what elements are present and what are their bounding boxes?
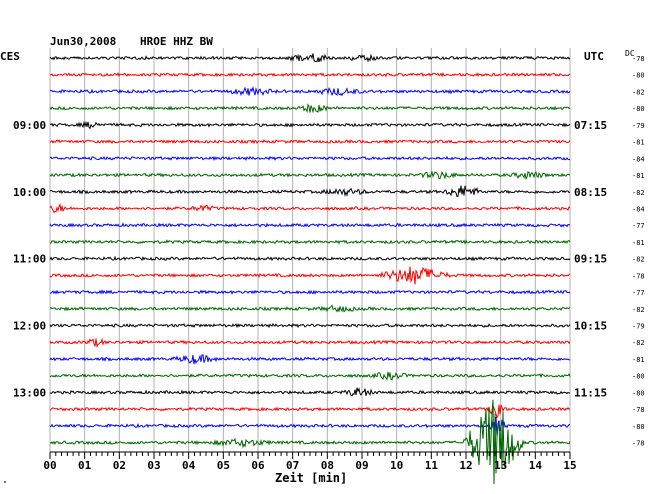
dc-offset-label: -81 bbox=[632, 356, 645, 364]
seismic-trace bbox=[49, 266, 571, 285]
dc-offset-label: -78 bbox=[632, 272, 645, 280]
corner-mark: " bbox=[3, 480, 7, 488]
axis-layer: 00 01 02 03 04 05 06 07 08 09 10 11 12 13 14 15 bbox=[43, 451, 577, 472]
dc-offset-label: -82 bbox=[632, 88, 645, 96]
dc-offset-label: -81 bbox=[632, 139, 645, 147]
seismic-trace bbox=[49, 322, 571, 329]
label-layer: -78 -80 -82 -80 -79 -81 -84 -81 -82 -84 -77 -81 -82 -… bbox=[13, 55, 645, 448]
dc-offset-label: -80 bbox=[632, 105, 645, 113]
seismic-trace bbox=[49, 255, 571, 262]
seismic-trace bbox=[50, 71, 571, 78]
seismic-trace bbox=[49, 85, 571, 97]
right-time-label: 07:15 bbox=[574, 119, 607, 132]
x-tick-label: 06 bbox=[251, 459, 265, 472]
seismic-trace bbox=[49, 120, 571, 130]
seismic-trace bbox=[49, 354, 571, 365]
dc-offset-label: -81 bbox=[632, 239, 645, 247]
seismic-trace bbox=[49, 155, 571, 162]
x-tick-label: 02 bbox=[113, 459, 126, 472]
seismic-trace bbox=[49, 138, 571, 145]
seismic-trace bbox=[49, 387, 571, 397]
x-tick-label: 09 bbox=[355, 459, 368, 472]
seismic-trace bbox=[49, 304, 571, 313]
dc-offset-label: -81 bbox=[632, 172, 645, 180]
left-time-label: 09:00 bbox=[13, 119, 46, 132]
seismic-trace bbox=[49, 202, 571, 214]
dc-offset-label: -82 bbox=[632, 306, 645, 314]
dc-offset-label: -79 bbox=[632, 323, 645, 331]
x-tick-label: 12 bbox=[459, 459, 472, 472]
chart-date: Jun30,2008 bbox=[50, 35, 116, 48]
left-time-label: 10:00 bbox=[13, 186, 46, 199]
x-tick-label: 03 bbox=[147, 459, 160, 472]
x-tick-label: 07 bbox=[286, 459, 299, 472]
right-time-label: 10:15 bbox=[574, 320, 607, 333]
seismic-trace bbox=[49, 103, 571, 114]
x-tick-label: 08 bbox=[321, 459, 334, 472]
seismic-trace bbox=[49, 239, 571, 245]
right-time-label: 09:15 bbox=[574, 253, 607, 266]
left-time-label: 13:00 bbox=[13, 386, 46, 399]
x-tick-label: 13 bbox=[494, 459, 507, 472]
dc-offset-label: -80 bbox=[632, 373, 645, 381]
dc-offset-header: DC bbox=[625, 49, 635, 58]
right-time-label: 11:15 bbox=[574, 386, 607, 399]
left-time-label: 12:00 bbox=[13, 320, 46, 333]
dc-offset-label: -77 bbox=[632, 222, 645, 230]
seismic-trace bbox=[49, 222, 571, 228]
dc-offset-label: -80 bbox=[632, 389, 645, 397]
seismic-trace bbox=[49, 337, 571, 348]
x-tick-label: 15 bbox=[563, 459, 576, 472]
seismic-trace bbox=[49, 170, 571, 181]
dc-offset-label: -84 bbox=[632, 155, 645, 163]
grid-layer bbox=[49, 48, 571, 452]
seismic-trace bbox=[49, 403, 571, 419]
x-tick-label: 01 bbox=[78, 459, 92, 472]
dc-offset-label: -84 bbox=[632, 205, 645, 213]
dc-offset-label: -78 bbox=[632, 55, 645, 63]
right-timezone-label: UTC bbox=[584, 50, 604, 63]
left-time-label: 11:00 bbox=[13, 253, 46, 266]
seismic-trace bbox=[49, 399, 571, 485]
dc-offset-label: -80 bbox=[632, 423, 645, 431]
dc-offset-label: -82 bbox=[632, 339, 645, 347]
seismic-trace bbox=[49, 289, 571, 295]
x-tick-label: 11 bbox=[425, 459, 439, 472]
x-tick-label: 05 bbox=[217, 459, 230, 472]
x-tick-label: 14 bbox=[529, 459, 543, 472]
seismic-trace bbox=[49, 53, 571, 63]
dc-offset-label: -78 bbox=[632, 440, 645, 448]
left-timezone-label: CES bbox=[0, 50, 20, 63]
x-tick-label: 04 bbox=[182, 459, 196, 472]
seismic-trace bbox=[49, 371, 571, 381]
dc-offset-label: -77 bbox=[632, 289, 645, 297]
dc-offset-label: -80 bbox=[632, 72, 645, 80]
dc-offset-label: -78 bbox=[632, 406, 645, 414]
seismic-trace bbox=[49, 185, 571, 198]
x-axis-label: Zeit [min] bbox=[275, 471, 347, 485]
dc-offset-label: -79 bbox=[632, 122, 645, 130]
right-time-label: 08:15 bbox=[574, 186, 607, 199]
dc-offset-label: -82 bbox=[632, 256, 645, 264]
dc-offset-label: -82 bbox=[632, 189, 645, 197]
x-tick-label: 00 bbox=[43, 459, 56, 472]
trace-layer bbox=[49, 53, 571, 485]
x-tick-label: 10 bbox=[390, 459, 403, 472]
chart-station: HROE HHZ BW bbox=[140, 35, 213, 48]
